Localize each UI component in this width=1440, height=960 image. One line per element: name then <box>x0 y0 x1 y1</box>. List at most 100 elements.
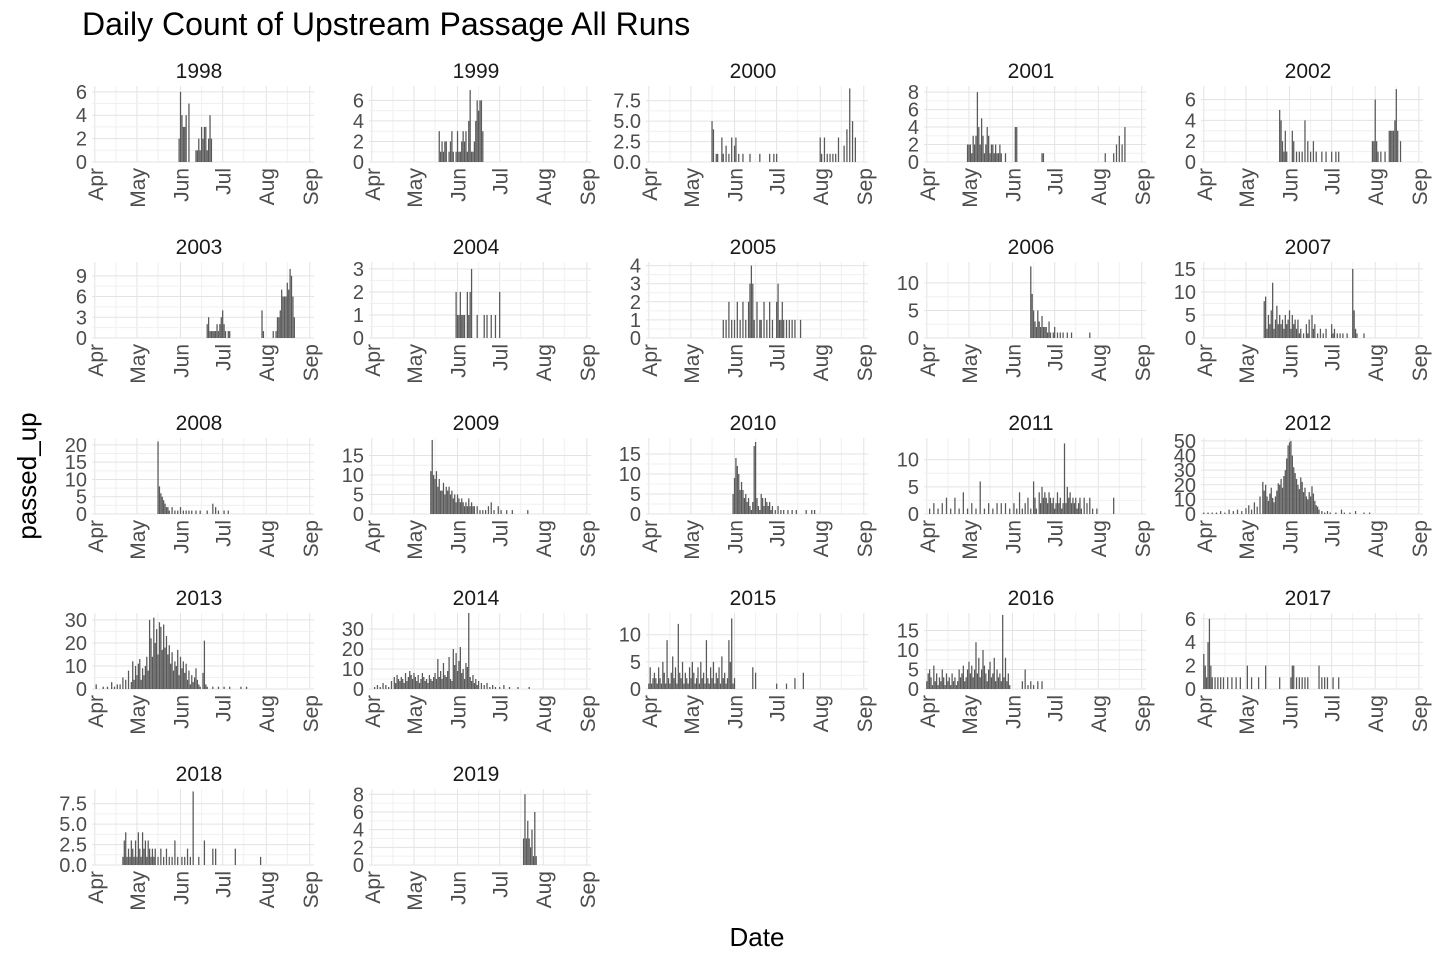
bar <box>1052 497 1054 514</box>
bar <box>215 848 217 865</box>
bar <box>1277 324 1279 338</box>
x-tick-label: Aug <box>1088 344 1111 381</box>
bar <box>1377 151 1379 162</box>
bar <box>189 684 191 689</box>
x-tick-label: May <box>681 520 704 560</box>
bar <box>136 675 138 689</box>
x-tick-label: Aug <box>256 695 279 732</box>
bar <box>388 687 390 689</box>
bar <box>731 319 733 338</box>
bar <box>988 135 990 162</box>
bar <box>694 683 696 689</box>
bar <box>650 683 653 689</box>
bar <box>745 494 747 514</box>
bar <box>698 683 701 689</box>
bar <box>196 150 199 162</box>
bar <box>826 153 828 162</box>
y-tick-label: 10 <box>1174 282 1196 304</box>
x-tick-label: May <box>1236 520 1259 560</box>
bar <box>417 675 419 689</box>
x-tick-label: Sep <box>1409 695 1432 732</box>
bar <box>722 319 724 338</box>
bar <box>1269 324 1271 338</box>
bar <box>466 667 468 689</box>
bar <box>1298 677 1300 689</box>
x-tick-label: Jul <box>1322 344 1345 371</box>
bar <box>995 681 997 689</box>
y-tick-label: 5 <box>630 652 641 674</box>
bar <box>219 324 221 338</box>
bar <box>111 682 113 689</box>
bar <box>823 137 826 162</box>
y-tick-label: 10 <box>65 656 87 678</box>
bar <box>147 670 149 689</box>
bar <box>130 840 132 865</box>
bar <box>752 502 754 514</box>
bar <box>1298 489 1300 514</box>
bar <box>1066 332 1068 338</box>
x-tick-label: May <box>127 871 150 911</box>
bar <box>482 510 484 514</box>
bar <box>1353 310 1355 338</box>
x-tick-label: Jul <box>213 520 236 547</box>
bar <box>1009 685 1011 689</box>
bar <box>227 331 229 338</box>
bar <box>764 498 767 514</box>
bar <box>948 677 950 689</box>
bar <box>390 681 393 689</box>
bar <box>843 145 845 162</box>
bar <box>1041 681 1043 689</box>
bar <box>1318 665 1320 689</box>
x-tick-label: Apr <box>917 168 940 201</box>
bar <box>805 510 807 514</box>
bar <box>1281 141 1284 162</box>
bar <box>455 502 457 514</box>
y-tick-label: 0 <box>353 328 364 350</box>
bar <box>229 686 231 689</box>
bar <box>1004 153 1007 162</box>
bar <box>763 506 765 514</box>
x-tick-label: Jul <box>1045 168 1068 195</box>
bar <box>1342 333 1344 338</box>
bar <box>670 672 672 689</box>
bar <box>968 144 970 162</box>
bar <box>785 683 788 689</box>
y-tick-label: 20 <box>65 435 87 457</box>
bar <box>724 672 726 689</box>
bar <box>1280 120 1282 162</box>
y-tick-label: 6 <box>1185 90 1196 112</box>
bar <box>493 510 495 514</box>
bar <box>1270 487 1272 514</box>
bar <box>1315 151 1317 162</box>
x-tick-label: Jun <box>1280 168 1303 202</box>
bar <box>933 503 935 514</box>
bar <box>163 624 165 689</box>
bar <box>993 657 995 689</box>
bar <box>776 153 778 162</box>
bar <box>463 679 466 689</box>
bar <box>290 275 293 338</box>
bar <box>170 663 172 689</box>
bar <box>431 681 433 689</box>
bar <box>1397 130 1399 162</box>
bar <box>160 626 162 689</box>
bar <box>735 137 737 162</box>
x-tick-label: Apr <box>85 168 108 201</box>
bar <box>1211 677 1213 689</box>
bar <box>1115 144 1118 162</box>
y-tick-label: 6 <box>353 90 364 112</box>
y-tick-label: 2 <box>353 837 364 859</box>
bar <box>966 144 969 162</box>
bar <box>137 663 139 689</box>
bar <box>1325 328 1327 338</box>
y-tick-label: 0 <box>353 679 364 701</box>
bar <box>687 683 689 689</box>
bar <box>718 667 720 689</box>
y-tick-label: 2 <box>1185 656 1196 678</box>
y-tick-label: 0 <box>630 504 641 526</box>
bar <box>752 667 754 689</box>
x-tick-label: Sep <box>1132 168 1155 205</box>
bar <box>1048 321 1050 338</box>
y-tick-label: 10 <box>65 469 87 491</box>
